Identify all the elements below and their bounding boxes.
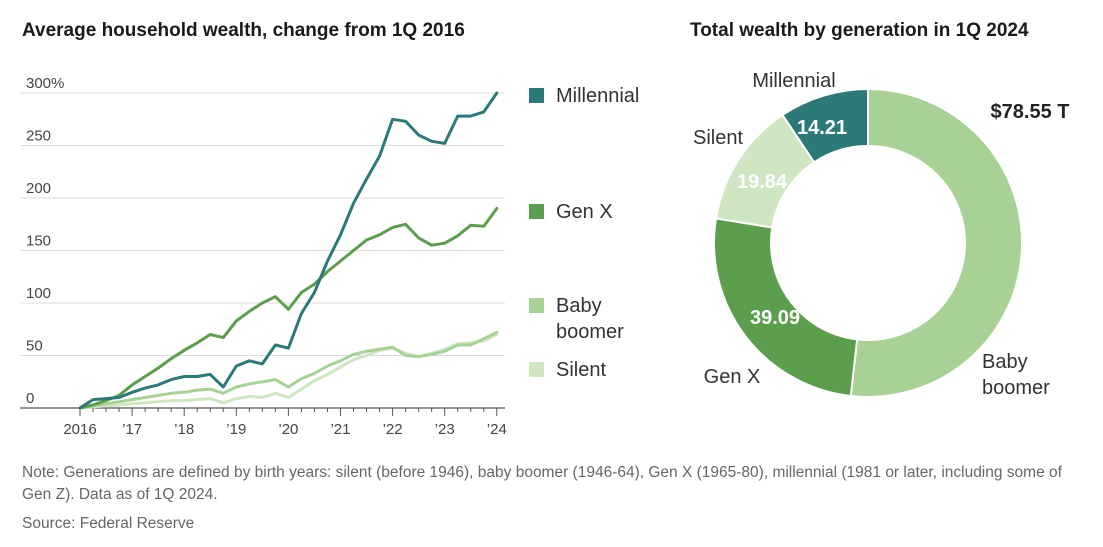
donut-value-baby-boomer: $78.55 T	[991, 101, 1070, 123]
donut-value-silent: 19.84	[737, 171, 788, 193]
line-chart: 300% 250 200 150 100 50 0 2016 ’17 ’18 ’19 ’20 ’21 ’2…	[20, 75, 639, 438]
legend-label-baby-boomer: Baby boomer	[556, 295, 624, 343]
source-note: Source: Federal Reserve	[22, 515, 195, 532]
x-tick-label: ’17	[122, 421, 142, 438]
legend-label-silent: Silent	[556, 359, 606, 381]
y-tick-label: 0	[26, 390, 34, 407]
series-line-baby-boomer	[78, 330, 499, 410]
y-tick-label: 100	[26, 285, 51, 302]
x-tick-label: ’20	[278, 421, 298, 438]
y-tick-label: 300%	[26, 75, 64, 92]
series-line-millennial	[78, 91, 499, 410]
legend-label-gen-x: Gen X	[556, 201, 613, 223]
x-tick-label: ’22	[383, 421, 403, 438]
legend-swatch-millennial	[529, 88, 544, 103]
y-tick-label: 250	[26, 128, 51, 145]
x-tick-label: ’23	[435, 421, 455, 438]
legend-swatch-silent	[529, 362, 544, 377]
donut-value-millennial: 14.21	[797, 117, 847, 139]
legend-swatch-baby-boomer	[529, 298, 544, 313]
donut-category-baby-boomer: Baby boomer	[982, 351, 1050, 399]
legend-label-millennial: Millennial	[556, 85, 639, 107]
donut-chart: $78.55 T 39.09 19.84 14.21 Millennial Silent G…	[693, 70, 1070, 399]
x-tick-label: ’24	[487, 421, 507, 438]
donut-category-silent: Silent	[693, 127, 743, 149]
x-tick-label: ’21	[330, 421, 350, 438]
donut-slice-millennial	[781, 87, 869, 164]
donut-slice-baby-boomer	[849, 87, 1023, 398]
series-line-gen-x	[78, 207, 499, 410]
donut-chart-title: Total wealth by generation in 1Q 2024	[690, 20, 1029, 41]
donut-value-gen-x: 39.09	[750, 307, 800, 329]
line-chart-title: Average household wealth, change from 1Q…	[22, 20, 465, 41]
donut-slice-gen-x	[713, 217, 859, 398]
x-tick-label: ’18	[174, 421, 194, 438]
donut-category-gen-x: Gen X	[704, 366, 761, 388]
x-tick-label: ’19	[226, 421, 246, 438]
y-tick-label: 150	[26, 233, 51, 250]
donut-category-millennial: Millennial	[752, 70, 835, 92]
y-tick-label: 50	[26, 338, 43, 355]
legend-swatch-gen-x	[529, 204, 544, 219]
footnote: Note: Generations are defined by birth y…	[22, 464, 1062, 503]
x-tick-label: 2016	[63, 421, 96, 438]
y-tick-label: 200	[26, 180, 51, 197]
